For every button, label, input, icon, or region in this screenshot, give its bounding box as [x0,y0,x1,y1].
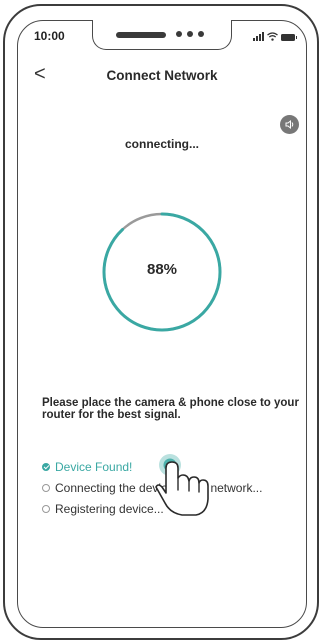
status-time: 10:00 [34,29,65,43]
speaker-grille [116,32,166,38]
wifi-icon [267,32,278,41]
placement-hint: Please place the camera & phone close to… [42,397,299,421]
step-label: Registering device... [55,501,164,516]
status-icons [253,31,297,41]
phone-frame-outer [3,4,319,640]
step-pending-icon [42,483,50,492]
battery-icon [281,34,297,41]
back-button[interactable]: < [34,63,46,85]
step-check-icon [42,462,50,471]
step-registering-device: Registering device... [42,498,312,519]
progress-arc [102,212,222,332]
hand-pointer-icon [155,454,209,516]
step-label: Device Found! [55,459,133,474]
step-device-found: Device Found! [42,456,312,477]
connection-status-text: connecting... [124,137,199,151]
page-title: Connect Network [106,68,218,83]
sound-toggle-button[interactable] [280,115,299,134]
step-pending-icon [42,504,50,513]
progress-ring [102,212,222,332]
camera-dots [176,31,204,37]
speaker-icon [285,119,294,130]
signal-icon [253,32,264,41]
progress-percentage: 88% [146,261,178,278]
